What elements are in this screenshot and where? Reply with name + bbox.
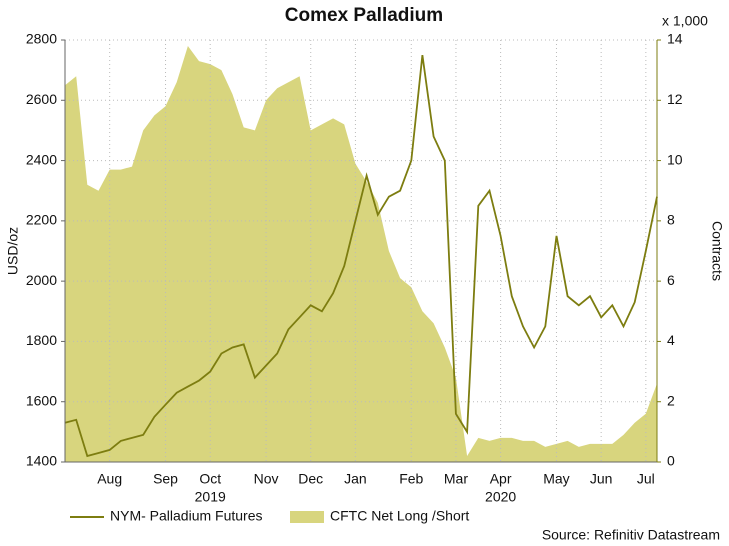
legend-label: CFTC Net Long /Short <box>330 508 469 524</box>
x-tick-label: Dec <box>298 471 323 487</box>
y-tick-label: 1400 <box>26 453 57 469</box>
y-tick-label: 1800 <box>26 332 57 348</box>
y-axis-label: USD/oz <box>5 227 21 275</box>
y2-multiplier: x 1,000 <box>662 13 708 29</box>
year-label: 2019 <box>195 489 226 505</box>
x-tick-label: May <box>543 471 569 487</box>
x-tick-label: Nov <box>254 471 279 487</box>
y2-tick-label: 12 <box>667 91 683 107</box>
y2-tick-label: 2 <box>667 392 675 408</box>
y-tick-label: 2600 <box>26 91 57 107</box>
x-tick-label: Jun <box>590 471 613 487</box>
chart-title: Comex Palladium <box>285 5 443 26</box>
x-tick-label: Apr <box>490 471 512 487</box>
source: Source: Refinitiv Datastream <box>542 527 720 543</box>
y-tick-label: 2200 <box>26 212 57 228</box>
area <box>65 46 657 462</box>
y-tick-label: 2400 <box>26 151 57 167</box>
line <box>64 54 658 458</box>
legend-swatch <box>290 511 324 523</box>
y2-tick-label: 0 <box>667 453 675 469</box>
y-tick-label: 2800 <box>26 31 57 47</box>
y2-tick-label: 6 <box>667 272 675 288</box>
y2-tick-label: 10 <box>667 151 683 167</box>
x-tick-label: Oct <box>199 471 221 487</box>
y2-tick-label: 4 <box>667 332 675 348</box>
legend-label: NYM- Palladium Futures <box>110 508 263 524</box>
year-label: 2020 <box>485 489 516 505</box>
y2-tick-label: 14 <box>667 31 683 47</box>
x-tick-label: Jul <box>637 471 655 487</box>
y-tick-label: 2000 <box>26 272 57 288</box>
y2-axis-label: Contracts <box>709 221 725 281</box>
x-tick-label: Aug <box>97 471 122 487</box>
y2-tick-label: 8 <box>667 212 675 228</box>
x-tick-label: Sep <box>153 471 178 487</box>
y-tick-label: 1600 <box>26 392 57 408</box>
x-tick-label: Mar <box>444 471 468 487</box>
x-tick-label: Jan <box>344 471 367 487</box>
x-tick-label: Feb <box>399 471 423 487</box>
